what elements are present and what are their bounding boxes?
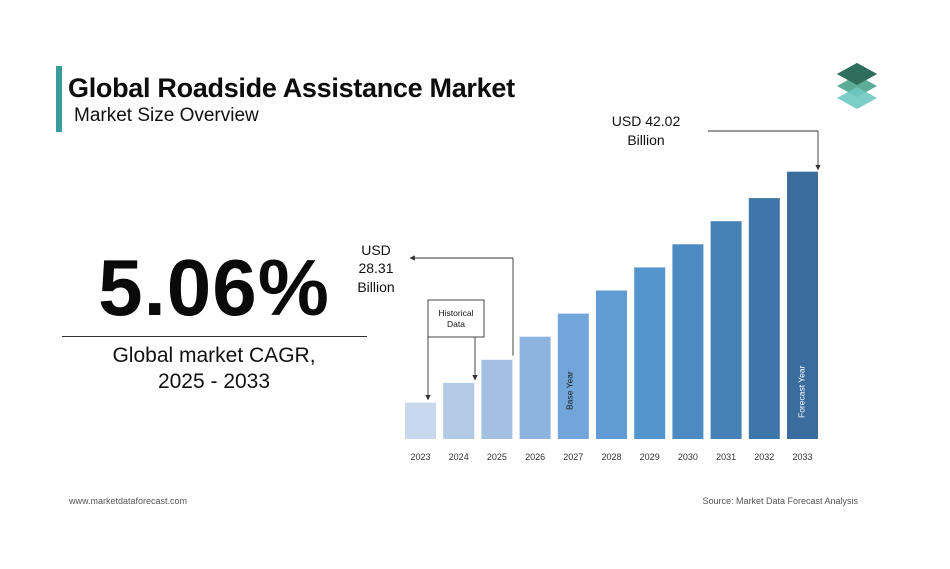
x-tick-label: 2027 <box>563 452 583 462</box>
footer-source: Source: Market Data Forecast Analysis <box>702 496 858 506</box>
x-tick-label: 2031 <box>716 452 736 462</box>
cagr-label: Global market CAGR, 2025 - 2033 <box>62 343 366 395</box>
bar-2027 <box>557 313 589 439</box>
page-subtitle: Market Size Overview <box>74 105 259 126</box>
x-tick-label: 2023 <box>410 452 430 462</box>
cagr-value: 5.06% <box>98 243 330 332</box>
start-value-line3: Billion <box>357 279 394 295</box>
x-tick-label: 2026 <box>525 452 545 462</box>
x-tick-label: 2030 <box>678 452 698 462</box>
cagr-divider <box>62 336 367 337</box>
x-tick-label: 2033 <box>792 452 812 462</box>
bar-2029 <box>634 267 666 439</box>
footer-website[interactable]: www.marketdataforecast.com <box>69 496 188 506</box>
bar-2023 <box>405 402 436 439</box>
bar-2031 <box>710 221 742 439</box>
start-value-line1: USD <box>361 242 391 258</box>
x-tick-label: 2032 <box>754 452 774 462</box>
x-tick-label: 2024 <box>449 452 469 462</box>
bar-2024 <box>443 382 475 439</box>
page-title: Global Roadside Assistance Market <box>68 73 515 103</box>
historical-data-box <box>427 299 485 338</box>
x-tick-label: 2029 <box>640 452 660 462</box>
bar-2032 <box>748 198 780 439</box>
historical-label-line2: Data <box>447 319 465 329</box>
bar-2028 <box>596 290 627 439</box>
base-year-label: Base Year <box>564 371 574 410</box>
forecast-year-label: Forecast Year <box>797 365 807 418</box>
x-tick-label: 2025 <box>487 452 507 462</box>
bar-2026 <box>519 336 551 439</box>
bar-2030 <box>672 244 704 439</box>
historical-label-line1: Historical <box>439 308 474 318</box>
x-tick-label: 2028 <box>601 452 621 462</box>
start-value-line2: 28.31 <box>358 260 393 276</box>
bar-2025 <box>481 359 513 439</box>
end-value-line2: Billion <box>627 132 664 148</box>
cagr-label-line2: 2025 - 2033 <box>157 370 271 393</box>
end-value-line1: USD 42.02 <box>612 113 681 129</box>
title-accent-bar <box>56 66 62 132</box>
brand-logo-icon <box>837 63 877 109</box>
cagr-label-line1: Global market CAGR, <box>112 344 316 367</box>
bar-2033 <box>787 171 818 439</box>
